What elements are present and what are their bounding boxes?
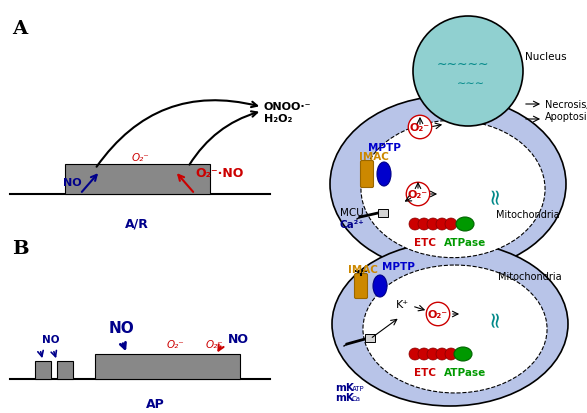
Bar: [35, 361, 51, 379]
Text: A/R: A/R: [125, 218, 149, 230]
Text: A: A: [12, 20, 27, 38]
Ellipse shape: [363, 266, 547, 393]
Text: ATPase: ATPase: [444, 237, 486, 247]
Text: Ca²⁺: Ca²⁺: [340, 219, 365, 230]
Circle shape: [418, 348, 430, 360]
Text: IMAC: IMAC: [359, 152, 389, 161]
Text: O₂⁻: O₂⁻: [408, 190, 428, 199]
Text: ATP: ATP: [352, 385, 365, 391]
Text: NO: NO: [63, 178, 82, 188]
Bar: [95, 354, 240, 379]
Text: ∼∼∼: ∼∼∼: [457, 79, 485, 89]
Text: AP: AP: [146, 397, 164, 410]
Text: Ca: Ca: [352, 395, 361, 401]
Text: ≈: ≈: [485, 308, 505, 327]
Circle shape: [445, 218, 457, 230]
FancyBboxPatch shape: [355, 274, 367, 299]
FancyBboxPatch shape: [360, 161, 373, 188]
Circle shape: [409, 348, 421, 360]
Circle shape: [413, 17, 523, 127]
Text: ∼∼∼∼∼: ∼∼∼∼∼: [437, 57, 489, 70]
Ellipse shape: [454, 347, 472, 361]
Bar: [57, 361, 73, 379]
Text: Mitochondria: Mitochondria: [497, 209, 560, 219]
Circle shape: [436, 348, 448, 360]
Text: Mitochondria: Mitochondria: [498, 271, 562, 281]
Text: MPTP: MPTP: [382, 261, 415, 271]
Text: ETC: ETC: [414, 237, 436, 247]
Text: mK: mK: [335, 382, 354, 392]
Text: MCU: MCU: [340, 207, 364, 218]
Ellipse shape: [373, 275, 387, 297]
Text: Necrosis/
Apoptosis: Necrosis/ Apoptosis: [545, 100, 587, 122]
Text: O₂⁻: O₂⁻: [428, 309, 448, 319]
Ellipse shape: [377, 163, 391, 187]
Bar: [365, 334, 375, 342]
Circle shape: [427, 348, 439, 360]
Bar: [378, 209, 388, 218]
Text: B: B: [12, 240, 29, 257]
Circle shape: [418, 218, 430, 230]
Text: ONOO·⁻
H₂O₂: ONOO·⁻ H₂O₂: [264, 102, 312, 124]
Circle shape: [409, 218, 421, 230]
Text: ETC: ETC: [414, 367, 436, 377]
Ellipse shape: [456, 218, 474, 231]
Text: NO: NO: [228, 332, 249, 345]
Circle shape: [436, 218, 448, 230]
Ellipse shape: [361, 121, 545, 258]
Bar: [65, 165, 210, 195]
Text: O₂⁻: O₂⁻: [410, 123, 430, 133]
Text: K⁺: K⁺: [396, 299, 409, 309]
Text: O₂⁻·NO: O₂⁻·NO: [195, 167, 244, 180]
Text: Nucleus: Nucleus: [525, 52, 566, 62]
Circle shape: [445, 348, 457, 360]
Text: MPTP: MPTP: [368, 142, 401, 153]
Text: ATPase: ATPase: [444, 367, 486, 377]
Text: O₂⁻: O₂⁻: [205, 339, 223, 349]
Text: O₂⁻: O₂⁻: [166, 339, 184, 349]
Text: O₂⁻: O₂⁻: [131, 153, 149, 163]
Text: NO: NO: [42, 334, 60, 344]
Text: mK: mK: [335, 392, 354, 402]
Text: IMAC: IMAC: [348, 264, 378, 274]
Circle shape: [427, 218, 439, 230]
Text: NO: NO: [109, 320, 135, 335]
Ellipse shape: [332, 242, 568, 406]
Text: ≈: ≈: [485, 185, 505, 204]
Ellipse shape: [330, 97, 566, 272]
